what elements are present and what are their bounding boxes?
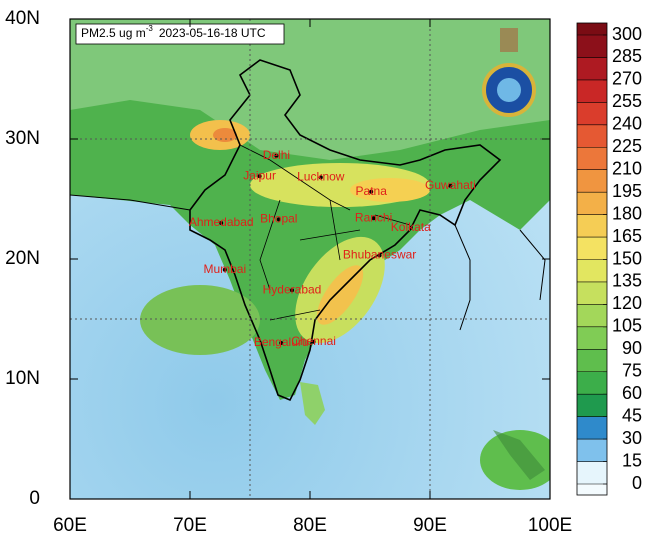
colorbar-label: 225 [612,136,642,156]
colorbar-label: 210 [612,158,642,178]
colorbar-label: 165 [612,226,642,246]
colorbar-bin [577,35,607,58]
y-tick-label: 10N [5,368,40,389]
colorbar-label: 270 [612,69,642,89]
city-label: Hyderabad [263,282,322,296]
city-label: Guwahati [425,178,476,192]
colorbar-label: 120 [612,293,642,313]
city-label: Chennai [291,334,336,348]
city-label: Mumbai [203,262,246,276]
colorbar-cap [577,23,607,35]
colorbar-bin [577,214,607,238]
x-tick-label: 100E [528,515,572,536]
colorbar-bin [577,169,607,193]
map-field [70,19,550,499]
city-marker [219,221,224,225]
colorbar-label: 105 [612,316,642,336]
graticule [70,19,550,499]
city-marker [448,183,453,188]
colorbar-label: 135 [612,271,642,291]
colorbar-bin [577,394,607,417]
colorbar-bin [577,102,607,126]
colorbar-bin [577,124,607,148]
colorbar-label: 45 [622,405,642,425]
title-box [75,23,285,45]
colorbar-label: 285 [612,46,642,66]
colorbar-label: 60 [622,383,642,403]
colorbar-frame [576,22,608,496]
title-superscript: -3 [146,24,154,33]
city-label: Ahmedabad [189,215,254,229]
colorbar-bin [577,416,607,440]
colorbar-label: 90 [622,338,642,358]
city-label: Lucknow [297,170,345,184]
colorbar-bin [577,326,607,350]
colorbar-bin [577,147,607,170]
city-marker [408,225,413,230]
colorbar-bin [577,304,607,328]
y-tick-label: 20N [5,248,40,269]
city-marker [318,175,323,180]
city-label: Ranchi [355,210,392,224]
colorbar-bin [577,79,607,103]
city-marker [279,341,284,345]
colorbar-label: 255 [612,91,642,111]
colorbar-bin [577,461,607,485]
city-marker [377,253,382,258]
city-label: Bengaluru [254,335,309,349]
colorbar-label: 180 [612,203,642,223]
city-marker [222,267,227,272]
title-date: 2023-05-16-18 UTC [159,26,266,40]
y-tick-label: 30N [5,128,40,149]
city-label: Bhopal [260,212,297,226]
colorbar-cap [577,484,607,495]
colorbar-bin [577,371,607,395]
x-tick-label: 60E [53,515,87,536]
city-label: Patna [356,184,388,198]
colorbar-bin [577,57,607,81]
colorbar-label: 240 [612,114,642,134]
colorbar-bin [577,349,607,373]
city-marker [290,288,294,293]
emblem [482,28,536,117]
city-marker [274,153,279,158]
y-tick-label: 40N [5,8,40,29]
colorbar-bin [577,237,607,260]
x-tick-label: 80E [293,515,327,536]
colorbar-label: 30 [622,428,642,448]
colorbar-label: 300 [612,24,642,44]
city-marker [371,216,376,221]
colorbar-bin [577,192,607,215]
colorbar-label: 150 [612,248,642,268]
colorbar-bin [577,281,607,305]
colorbar-label: 195 [612,181,642,201]
colorbar-bin [577,259,607,283]
x-tick-label: 70E [173,515,207,536]
colorbar-label: 15 [622,450,642,470]
title-text: PM2.5 ug m [81,26,146,40]
city-marker [369,189,374,194]
colorbar-bin [577,439,607,462]
city-marker [257,174,262,179]
city-label: Kolkata [391,220,431,234]
colorbar-label: 0 [632,473,642,493]
city-label: Delhi [263,148,290,162]
city-label: Bhubaneswar [343,248,416,262]
colorbar-label: 75 [622,361,642,381]
city-marker [311,339,316,344]
x-tick-label: 90E [413,515,447,536]
map-title: PM2.5 ug m-3 2023-05-16-18 UTC [81,24,266,40]
city-marker [276,217,281,222]
y-tick-label: 0 [29,488,40,509]
city-label: Jaipur [243,168,276,182]
